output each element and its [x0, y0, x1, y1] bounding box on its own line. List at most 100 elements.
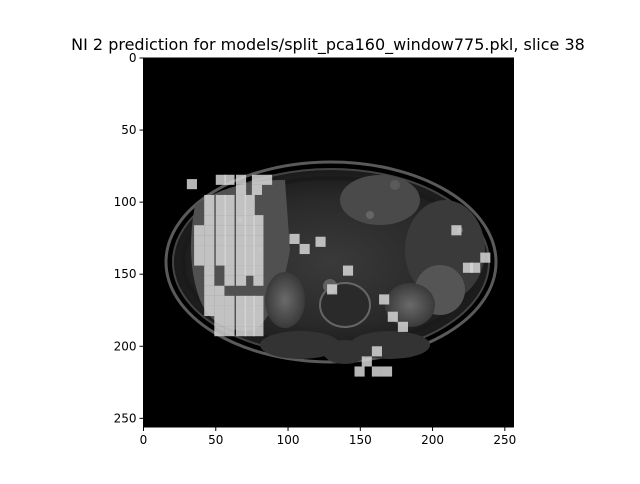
prediction-patch	[387, 311, 398, 322]
prediction-patch	[251, 184, 263, 195]
prediction-patch	[253, 316, 264, 327]
prediction-patch	[224, 305, 235, 317]
prediction-patch	[327, 284, 338, 295]
prediction-patch	[236, 235, 247, 246]
prediction-patch	[253, 225, 264, 236]
prediction-patch	[361, 356, 372, 367]
prediction-patch	[214, 316, 225, 327]
prediction-patch	[204, 215, 215, 226]
prediction-patch	[215, 215, 226, 226]
prediction-patch	[379, 294, 390, 305]
prediction-patch	[236, 215, 247, 226]
prediction-patch	[204, 194, 215, 206]
y-tick-label: 250	[114, 411, 137, 425]
prediction-patch	[215, 255, 226, 266]
prediction-patch	[224, 255, 235, 266]
prediction-patch	[224, 316, 235, 327]
y-tick-label: 200	[114, 339, 137, 353]
axes-frame	[143, 57, 514, 428]
prediction-patch	[244, 265, 255, 276]
prediction-patch	[262, 174, 273, 185]
prediction-patch	[253, 215, 264, 226]
prediction-patch	[236, 305, 247, 317]
prediction-patch	[224, 215, 235, 226]
prediction-patch	[194, 245, 205, 256]
prediction-patch	[354, 366, 365, 377]
prediction-patch	[215, 205, 226, 216]
prediction-patch	[204, 275, 215, 286]
prediction-patch	[204, 305, 215, 317]
prediction-patch	[244, 295, 255, 306]
x-tick-label: 200	[421, 433, 444, 447]
prediction-patch	[470, 262, 481, 273]
x-tick-label: 150	[349, 433, 372, 447]
image-area	[143, 58, 514, 427]
prediction-patch	[204, 255, 215, 266]
prediction-patch	[342, 265, 354, 276]
prediction-patch	[371, 366, 382, 377]
prediction-patch	[204, 225, 215, 236]
prediction-patch	[244, 245, 255, 256]
prediction-patch	[214, 326, 225, 337]
prediction-patch	[215, 245, 226, 256]
prediction-patch	[224, 295, 235, 306]
prediction-patch	[397, 321, 408, 332]
prediction-patch	[244, 215, 255, 226]
prediction-patch	[236, 184, 247, 195]
prediction-patch	[224, 265, 235, 276]
y-axis-ticks: 0 50 100 150 200 250	[114, 51, 144, 425]
prediction-patch	[194, 235, 205, 246]
y-tick-label: 150	[114, 267, 137, 281]
prediction-patch	[204, 295, 215, 306]
prediction-patch	[194, 225, 205, 236]
prediction-patch	[224, 245, 235, 256]
y-tick-label: 0	[129, 51, 137, 65]
prediction-patch	[236, 265, 247, 276]
prediction-patch	[236, 225, 247, 236]
prediction-patch	[214, 305, 225, 317]
prediction-patch	[289, 233, 300, 244]
x-tick-label: 50	[208, 433, 223, 447]
prediction-patch	[253, 275, 264, 286]
prediction-patch	[214, 285, 225, 296]
prediction-patch	[253, 255, 264, 266]
y-tick-label: 50	[121, 123, 136, 137]
prediction-patch	[244, 205, 255, 216]
prediction-patch	[253, 235, 264, 246]
prediction-patch	[381, 366, 393, 377]
prediction-patch	[244, 316, 255, 327]
prediction-patch	[215, 225, 226, 236]
prediction-patch	[253, 295, 264, 306]
prediction-patch	[186, 179, 197, 190]
prediction-patch	[236, 194, 247, 206]
prediction-patch	[244, 235, 255, 246]
x-tick-label: 100	[277, 433, 300, 447]
prediction-patch	[204, 285, 215, 296]
prediction-patch	[236, 245, 247, 256]
prediction-patch	[224, 205, 235, 216]
prediction-patch	[244, 305, 255, 317]
prediction-patch	[214, 295, 225, 306]
prediction-overlay	[186, 174, 491, 377]
x-tick-label: 0	[140, 433, 148, 447]
prediction-patch	[244, 194, 255, 206]
prediction-patch	[224, 174, 235, 185]
prediction-patch	[315, 236, 326, 247]
prediction-patch	[253, 245, 264, 256]
prediction-patch	[244, 255, 255, 266]
x-axis-ticks: 0 50 100 150 200 250	[140, 427, 516, 447]
prediction-patch	[224, 194, 235, 206]
prediction-patch	[224, 326, 235, 337]
prediction-patch	[253, 265, 264, 276]
prediction-patch	[215, 174, 226, 185]
prediction-patch	[236, 326, 247, 337]
prediction-patch	[204, 245, 215, 256]
prediction-patch	[204, 235, 215, 246]
prediction-patch	[224, 225, 235, 236]
prediction-patch	[462, 262, 474, 273]
prediction-patch	[194, 255, 205, 266]
prediction-patch	[236, 295, 247, 306]
prediction-patch	[215, 194, 226, 206]
prediction-patch	[253, 305, 264, 317]
